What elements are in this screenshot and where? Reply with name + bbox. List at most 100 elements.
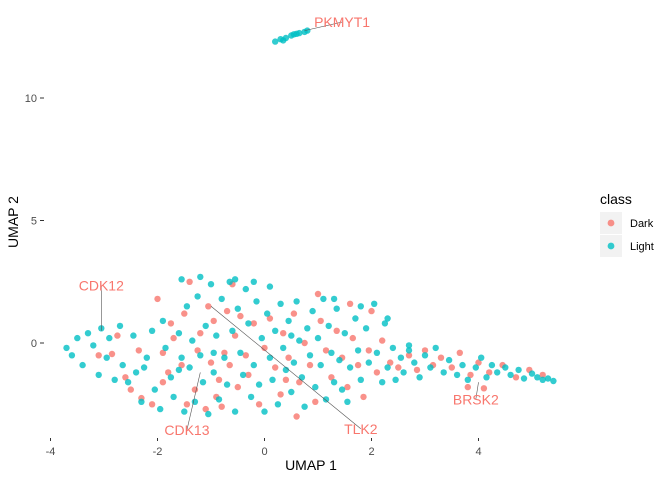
data-point-dark: [95, 352, 102, 359]
points-layer: [63, 27, 557, 420]
data-point-light: [210, 369, 217, 376]
data-point-light: [421, 352, 429, 359]
data-point-light: [175, 330, 183, 337]
data-point-light: [320, 295, 327, 303]
data-point-light: [140, 364, 148, 371]
data-point-light: [157, 405, 164, 413]
data-point-light: [197, 273, 204, 281]
data-point-light: [330, 295, 338, 303]
data-point-light: [250, 361, 257, 369]
data-point-light: [116, 322, 124, 330]
data-point-light: [432, 344, 439, 352]
data-point-dark: [290, 310, 298, 317]
data-point-dark: [255, 401, 263, 408]
data-point-light: [346, 364, 354, 371]
data-point-light: [322, 396, 330, 403]
data-point-light: [381, 320, 389, 327]
data-point-light: [189, 337, 196, 344]
data-point-light: [250, 278, 257, 285]
data-point-light: [453, 371, 461, 379]
gene-label-cdk12: CDK12: [79, 277, 124, 293]
data-point-dark: [312, 398, 319, 405]
data-point-dark: [365, 347, 372, 354]
data-point-dark: [456, 349, 463, 356]
data-point-light: [384, 315, 391, 322]
data-point-light: [68, 352, 76, 359]
data-point-light: [411, 359, 418, 366]
data-point-dark: [314, 290, 322, 298]
data-point-light: [371, 300, 378, 307]
data-point-light: [170, 393, 177, 401]
data-point-light: [210, 349, 217, 356]
data-point-light: [298, 374, 306, 381]
data-point-light: [330, 379, 338, 386]
data-point-light: [288, 388, 295, 396]
data-point-light: [528, 370, 536, 377]
gene-label-tlk2: TLK2: [344, 421, 378, 437]
data-point-light: [138, 398, 145, 405]
data-point-light: [245, 320, 252, 327]
data-point-dark: [486, 369, 493, 376]
data-point-dark: [464, 383, 471, 391]
data-point-light: [237, 349, 244, 356]
data-point-light: [427, 364, 434, 371]
data-point-light: [544, 375, 552, 382]
data-point-light: [459, 361, 466, 369]
data-point-dark: [448, 364, 455, 371]
data-point-light: [507, 371, 514, 379]
data-point-light: [389, 344, 397, 352]
data-point-light: [106, 334, 113, 342]
data-point-light: [272, 327, 279, 334]
data-point-dark: [122, 374, 129, 381]
data-point-light: [325, 322, 332, 330]
legend: class Dark Light: [600, 191, 654, 257]
data-point-dark: [317, 317, 324, 325]
data-point-dark: [231, 332, 239, 339]
data-point-dark: [210, 317, 217, 325]
data-point-dark: [167, 320, 175, 327]
data-point-dark: [322, 347, 330, 354]
data-point-light: [231, 408, 239, 415]
data-point-light: [215, 396, 223, 403]
annotation-leader-line: [210, 306, 361, 429]
x-tick-label: -2: [153, 446, 163, 458]
data-point-light: [472, 364, 479, 371]
data-point-dark: [368, 307, 375, 315]
data-point-light: [285, 317, 292, 325]
data-point-light: [194, 293, 201, 300]
y-axis-title: UMAP 2: [5, 196, 21, 248]
data-point-light: [218, 295, 225, 303]
data-point-light: [440, 369, 447, 376]
data-point-light: [162, 344, 169, 352]
data-point-dark: [191, 386, 199, 393]
data-point-dark: [127, 386, 134, 393]
data-point-dark: [159, 349, 167, 356]
data-point-light: [304, 325, 311, 332]
data-point-light: [151, 386, 158, 393]
data-point-light: [266, 354, 274, 361]
annotation-leader-line: [304, 21, 343, 31]
data-point-light: [63, 344, 70, 352]
legend-title: class: [600, 191, 632, 207]
data-point-light: [379, 379, 386, 386]
data-point-light: [231, 276, 239, 283]
data-point-light: [384, 364, 391, 371]
data-point-light: [130, 332, 137, 339]
data-point-light: [341, 330, 348, 337]
data-point-light: [221, 354, 228, 361]
data-point-light: [290, 359, 298, 366]
data-point-dark: [539, 371, 546, 379]
x-axis-title: UMAP 1: [285, 457, 337, 473]
x-tick-label: 0: [261, 446, 267, 458]
data-point-light: [405, 342, 413, 349]
data-point-dark: [344, 383, 351, 391]
data-point-light: [288, 332, 295, 339]
data-point-dark: [413, 366, 421, 374]
data-point-dark: [272, 364, 279, 371]
x-tick-label: 2: [368, 446, 374, 458]
data-point-light: [132, 369, 140, 376]
data-point-light: [405, 347, 413, 354]
data-point-light: [255, 381, 263, 388]
data-point-light: [274, 401, 282, 408]
data-point-light: [269, 376, 276, 383]
